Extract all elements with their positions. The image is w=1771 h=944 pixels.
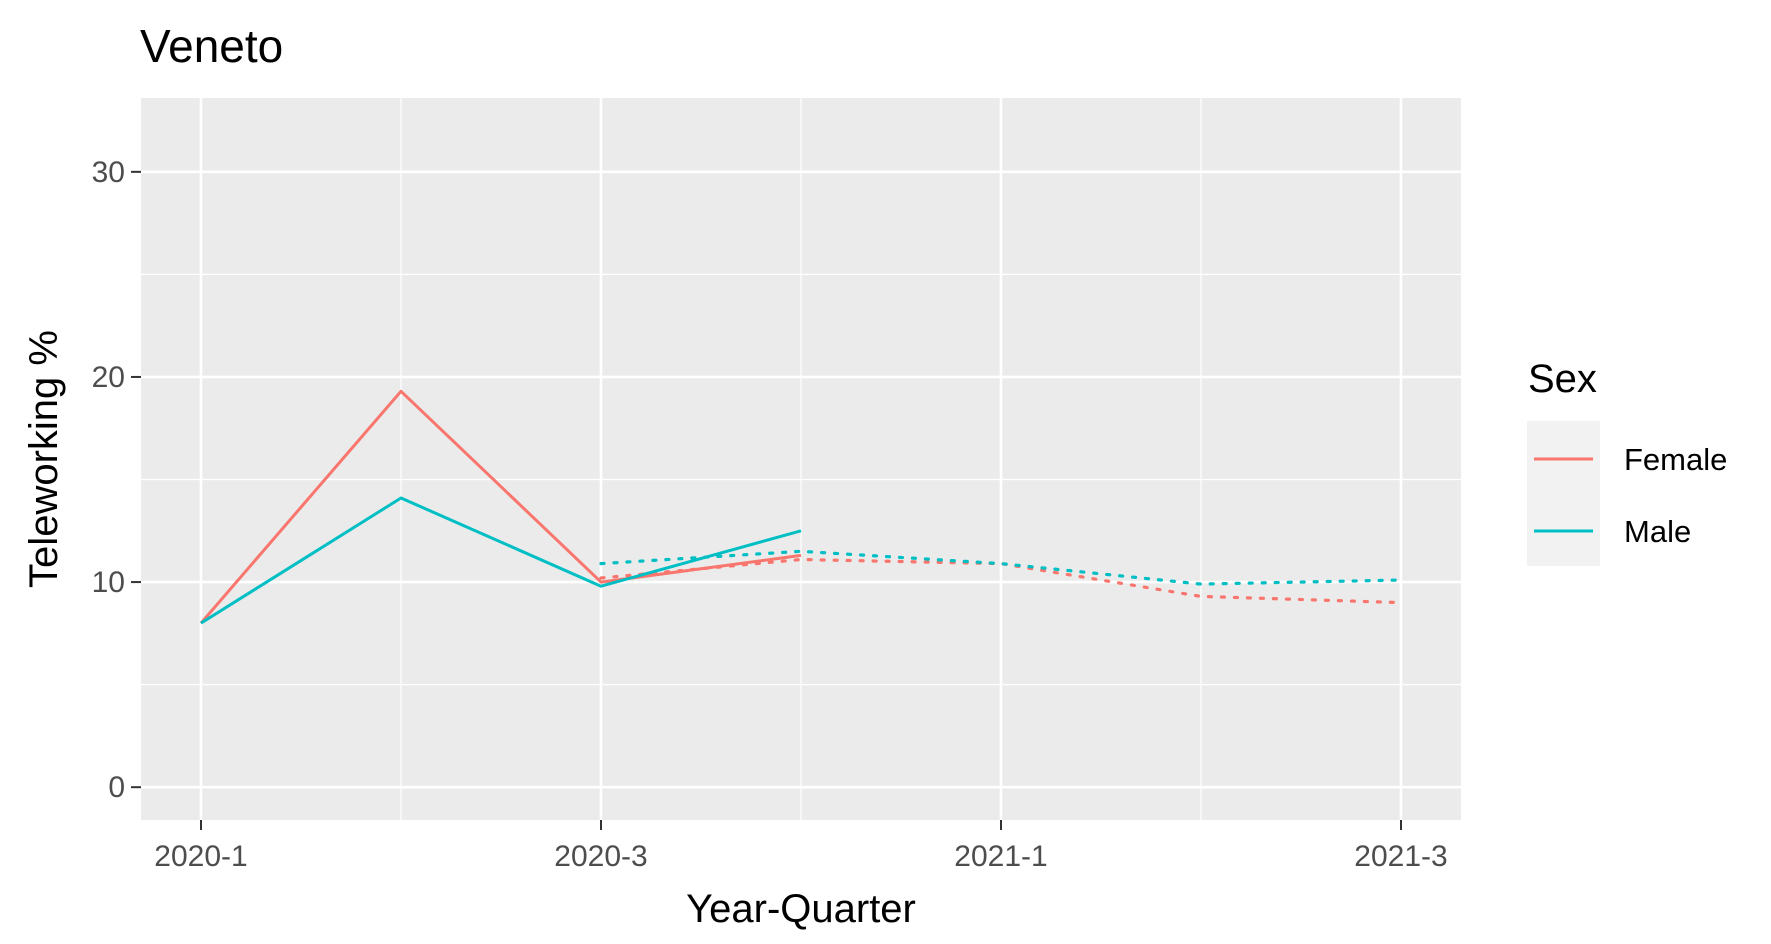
y-axis-title: Teleworking % xyxy=(22,330,66,588)
gridlines xyxy=(141,98,1461,820)
y-tick-label: 30 xyxy=(92,156,125,189)
legend-title: Sex xyxy=(1528,357,1597,401)
legend-label-male: Male xyxy=(1624,514,1691,549)
x-tick-label: 2020-1 xyxy=(154,840,247,873)
axes: 0 10 20 30 2020-1 2020-3 2021-1 2021-3 xyxy=(92,156,1448,873)
series-line-female-observed xyxy=(199,389,802,625)
y-tick-label: 20 xyxy=(92,361,125,394)
legend: Sex Female Male xyxy=(1527,357,1727,566)
legend-label-female: Female xyxy=(1624,442,1727,477)
x-axis-title: Year-Quarter xyxy=(686,887,916,931)
series-line-male-projected xyxy=(599,549,1403,586)
series-line-male-observed xyxy=(200,496,802,625)
x-tick-label: 2020-3 xyxy=(554,840,647,873)
chart-title: Veneto xyxy=(140,20,283,72)
series-lines xyxy=(199,389,1403,625)
x-tick-label: 2021-1 xyxy=(954,840,1047,873)
y-tick-label: 0 xyxy=(108,771,125,804)
y-tick-label: 10 xyxy=(92,566,125,599)
legend-key-background xyxy=(1527,421,1600,566)
x-tick-label: 2021-3 xyxy=(1354,840,1447,873)
